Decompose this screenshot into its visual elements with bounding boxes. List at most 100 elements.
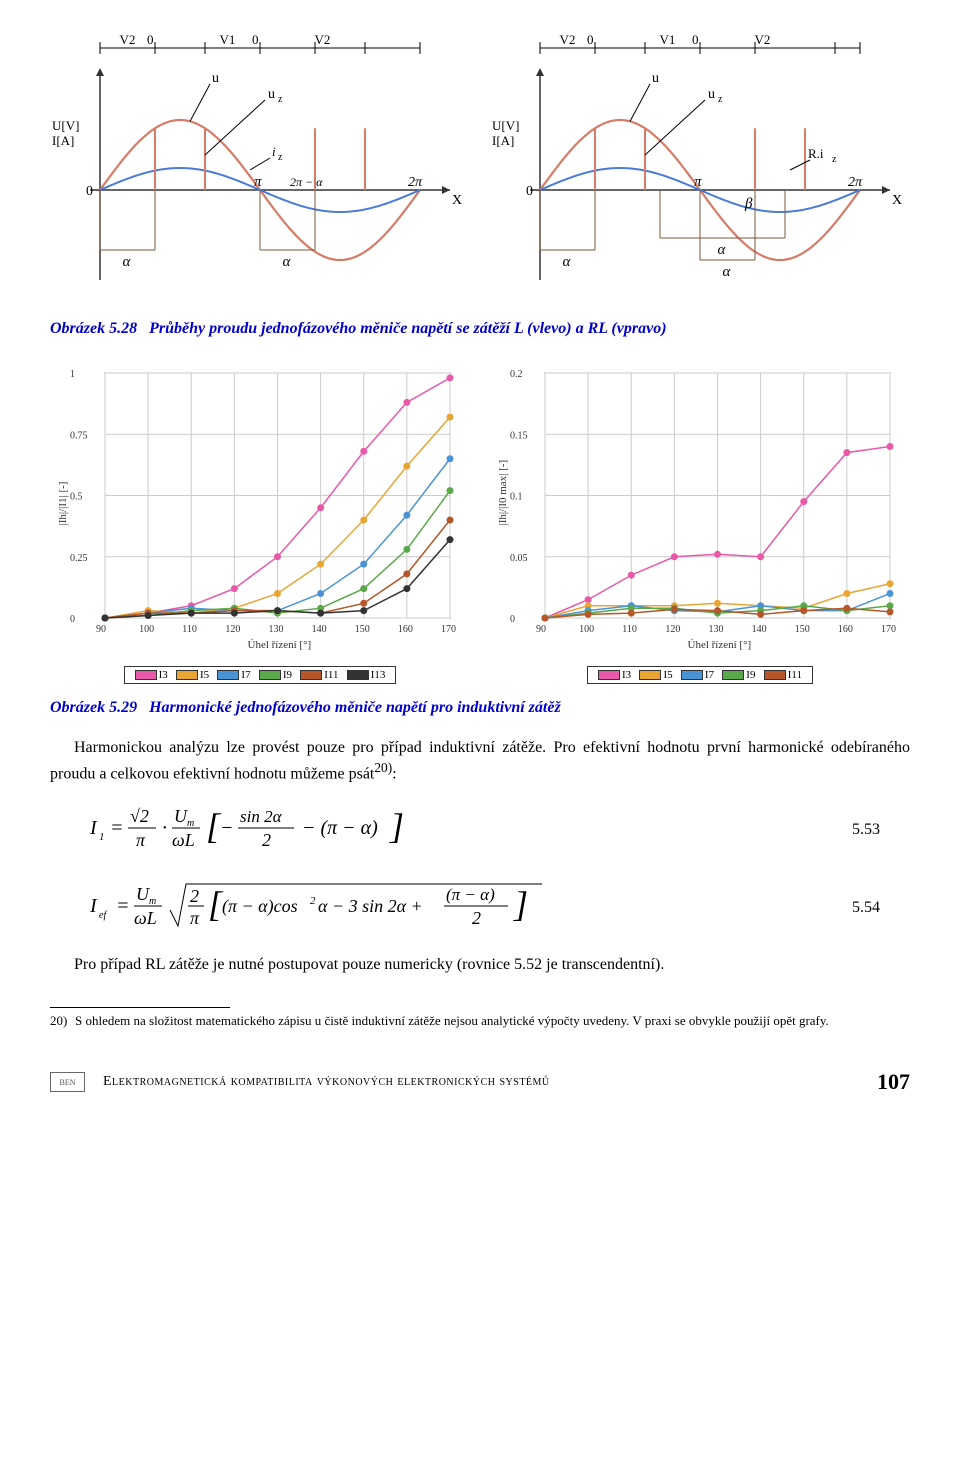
- harmonic-left-svg: 9010011012013014015016017000.250.50.751Ú…: [50, 358, 470, 658]
- svg-text:u: u: [708, 87, 715, 102]
- svg-text:√2: √2: [130, 806, 149, 826]
- svg-text:2: 2: [190, 886, 199, 906]
- svg-text:R.i: R.i: [808, 146, 824, 161]
- svg-text:120: 120: [225, 624, 240, 635]
- svg-text:m: m: [187, 818, 194, 829]
- harmonic-right: 9010011012013014015016017000.050.10.150.…: [490, 358, 910, 684]
- svg-text:0.1: 0.1: [510, 492, 523, 503]
- svg-text:− (π − α): − (π − α): [302, 817, 378, 839]
- caption-5-29: Obrázek 5.29 Harmonické jednofázového mě…: [50, 699, 910, 717]
- svg-text:(π − α)cos: (π − α)cos: [222, 896, 298, 917]
- svg-text:2: 2: [262, 830, 271, 850]
- svg-text:0.05: 0.05: [510, 553, 528, 564]
- svg-text:α − 3 sin 2α +: α − 3 sin 2α +: [318, 896, 423, 916]
- equation-5-53-formula: I 1 = √2 π · U m ωL [ − sin 2α 2 − (π − …: [50, 798, 410, 862]
- svg-text:V2: V2: [560, 32, 576, 47]
- svg-text:−: −: [220, 817, 234, 839]
- svg-text:X: X: [452, 193, 462, 208]
- svg-text:z: z: [832, 154, 837, 165]
- svg-text:1: 1: [99, 831, 105, 843]
- svg-text:X: X: [892, 193, 902, 208]
- svg-text:]: ]: [389, 806, 404, 846]
- svg-text:100: 100: [139, 624, 154, 635]
- caption-5-28: Obrázek 5.28 Průběhy proudu jednofázovéh…: [50, 320, 910, 338]
- svg-text:2π − α: 2π − α: [290, 175, 323, 189]
- svg-text:ef: ef: [99, 910, 107, 921]
- svg-text:2π: 2π: [848, 175, 863, 190]
- svg-text:Úhel řízení [°]: Úhel řízení [°]: [688, 639, 752, 651]
- footer-title: Elektromagnetická kompatibilita výkonový…: [103, 1074, 550, 1090]
- svg-text:0.25: 0.25: [70, 553, 88, 564]
- svg-text:2π: 2π: [408, 175, 423, 190]
- svg-text:π: π: [694, 174, 702, 190]
- svg-text:(π − α): (π − α): [446, 885, 495, 904]
- svg-text:2: 2: [472, 908, 481, 928]
- page-number: 107: [877, 1069, 910, 1095]
- svg-text:I[A]: I[A]: [52, 133, 74, 148]
- footnote-rule: [50, 1007, 230, 1008]
- equation-5-54: I ef = U m ωL 2 π [ (π − α)cos 2 α − 3 s…: [50, 874, 910, 942]
- paragraph-rl-note: Pro případ RL zátěže je nutné postupovat…: [50, 954, 910, 976]
- svg-text:I: I: [90, 817, 98, 839]
- svg-text:π: π: [136, 830, 146, 850]
- svg-text:π: π: [190, 908, 200, 928]
- svg-text:140: 140: [752, 624, 767, 635]
- svg-text:u: u: [212, 71, 219, 86]
- svg-text:m: m: [149, 896, 156, 907]
- svg-text:Úhel řízení [°]: Úhel řízení [°]: [248, 639, 312, 651]
- svg-text:1: 1: [70, 369, 75, 380]
- svg-text:z: z: [278, 94, 283, 105]
- svg-text:130: 130: [269, 624, 284, 635]
- svg-text:100: 100: [579, 624, 594, 635]
- legend-left: I3 I5 I7 I9 I11 I13: [50, 665, 470, 684]
- equation-5-53: I 1 = √2 π · U m ωL [ − sin 2α 2 − (π − …: [50, 798, 910, 862]
- paragraph-analysis: Harmonickou analýzu lze provést pouze pr…: [50, 737, 910, 786]
- svg-text:170: 170: [881, 624, 896, 635]
- svg-text:sin 2α: sin 2α: [240, 807, 283, 826]
- svg-text:0.5: 0.5: [70, 492, 83, 503]
- svg-text:·: ·: [162, 817, 167, 839]
- svg-text:V2: V2: [120, 32, 136, 47]
- svg-text:V2: V2: [315, 32, 331, 47]
- page-footer: BEN Elektromagnetická kompatibilita výko…: [50, 1069, 910, 1095]
- svg-text:140: 140: [312, 624, 327, 635]
- waveform-right-svg: XU[V]I[A]0V20V10V2uuzR.izπ2πβααα: [490, 30, 910, 300]
- svg-text:U: U: [136, 884, 150, 904]
- svg-text:z: z: [718, 94, 723, 105]
- svg-text:U[V]: U[V]: [492, 118, 519, 133]
- svg-text:u: u: [652, 71, 659, 86]
- svg-text:0: 0: [587, 32, 594, 47]
- svg-text:=: =: [116, 895, 130, 917]
- svg-text:0.75: 0.75: [70, 430, 88, 441]
- svg-text:π: π: [254, 174, 262, 190]
- caption-5-29-label: Obrázek 5.29: [50, 699, 137, 716]
- harmonic-left: 9010011012013014015016017000.250.50.751Ú…: [50, 358, 470, 684]
- caption-5-29-text: Harmonické jednofázového měniče napětí p…: [149, 699, 561, 716]
- svg-text:]: ]: [513, 884, 528, 924]
- legend-right: I3 I5 I7 I9 I11: [490, 665, 910, 684]
- svg-text:U: U: [174, 806, 188, 826]
- svg-text:2: 2: [310, 895, 316, 907]
- svg-text:0.2: 0.2: [510, 369, 523, 380]
- svg-text:I: I: [90, 895, 98, 917]
- svg-text:130: 130: [709, 624, 724, 635]
- svg-text:150: 150: [795, 624, 810, 635]
- svg-text:110: 110: [622, 624, 637, 635]
- waveform-left-svg: XU[V]I[A]0V20V10V2uuzizπ2π2π − ααα: [50, 30, 470, 300]
- waveform-left: XU[V]I[A]0V20V10V2uuzizπ2π2π − ααα: [50, 30, 470, 305]
- svg-text:0: 0: [86, 184, 93, 199]
- svg-text:I[A]: I[A]: [492, 133, 514, 148]
- publisher-logo: BEN: [50, 1072, 85, 1092]
- svg-text:V1: V1: [660, 32, 676, 47]
- equation-5-54-number: 5.54: [852, 899, 910, 917]
- harmonic-figure-row: 9010011012013014015016017000.250.50.751Ú…: [50, 358, 910, 684]
- svg-text:0.15: 0.15: [510, 430, 528, 441]
- svg-text:β: β: [744, 196, 753, 212]
- svg-text:V2: V2: [755, 32, 771, 47]
- svg-text:90: 90: [96, 624, 106, 635]
- svg-text:90: 90: [536, 624, 546, 635]
- caption-5-28-label: Obrázek 5.28: [50, 320, 137, 337]
- svg-text:α: α: [123, 254, 132, 270]
- svg-text:ωL: ωL: [134, 908, 157, 928]
- svg-text:|Ih|/|I0 max| [-]: |Ih|/|I0 max| [-]: [497, 460, 509, 526]
